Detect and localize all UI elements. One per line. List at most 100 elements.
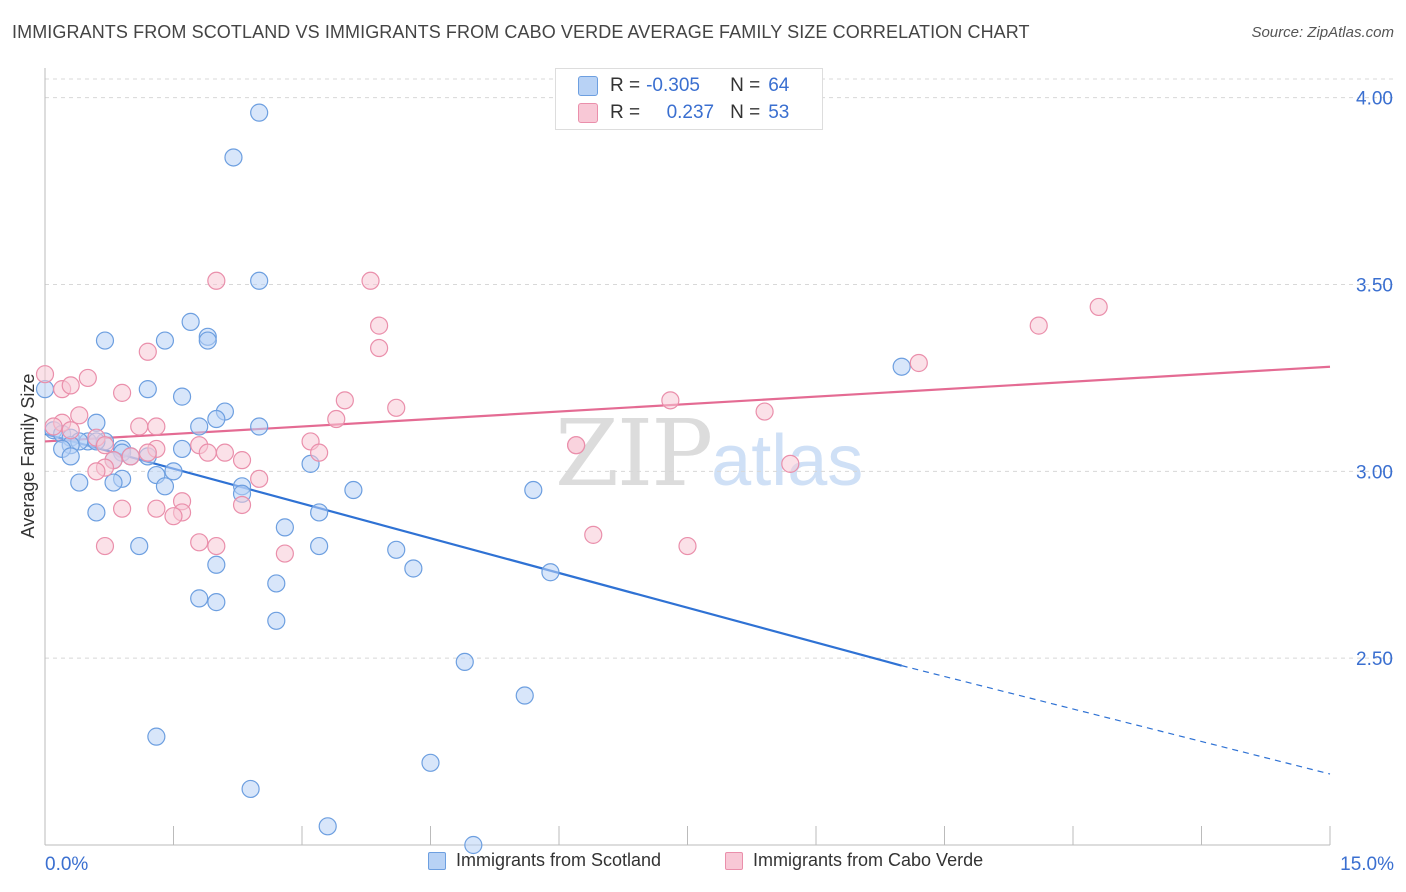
caboverde-point [95,436,115,455]
caboverde-point [61,421,80,440]
caboverde-point [207,536,226,556]
caboverde-point [95,536,115,556]
caboverde-point [147,417,166,436]
caboverde-point [147,499,166,518]
legend-label-scotland: Immigrants from Scotland [456,850,662,870]
caboverde-point [335,391,354,410]
scotland-point [70,473,89,492]
scotland-point [130,536,149,556]
n-value-caboverde: 53 [768,102,790,123]
scotland-point [207,409,226,429]
scotland-point [464,835,483,855]
caboverde-point [138,443,157,462]
scotland-point [250,103,269,122]
caboverde-point [232,495,252,515]
caboverde-point [584,525,603,544]
gridlines [45,78,1395,659]
scotland-point [310,536,329,556]
r-value-caboverde: 0.237 [666,102,715,123]
caboverde-point [310,443,329,462]
caboverde-trend-line [44,365,1331,443]
caboverde-point [112,383,132,402]
data-points [35,103,1108,855]
scotland-point [172,387,192,406]
scotland-point [318,817,337,836]
scotland-point [207,593,226,612]
caboverde-point [678,536,697,556]
n-label: N = [730,75,761,96]
y-tick-label: 4.00 [1356,89,1393,110]
legend-item-caboverde[interactable]: Immigrants from Cabo Verde [725,850,983,871]
watermark: ZIPatlas [555,400,863,507]
caboverde-point [44,417,63,436]
scotland-point [87,503,106,522]
scotland-point [224,148,243,167]
caboverde-point [130,417,149,436]
scotland-swatch [578,76,598,96]
source-label: Source: ZipAtlas.com [1251,24,1394,41]
caboverde-point [387,398,406,417]
caboverde-point [755,402,774,421]
scotland-point [147,727,166,746]
caboverde-point [275,544,294,563]
caboverde-point [250,469,269,488]
caboverde-point [164,507,183,526]
y-tick-label: 2.50 [1356,649,1393,670]
scotland-point [541,563,560,582]
scotland-point [515,686,534,705]
scotland-point [524,480,543,500]
caboverde-point [370,338,389,358]
scotland-point [421,753,440,772]
scotland-point [155,477,175,496]
scotland-point [241,779,260,799]
stats-legend: R = -0.305 N = 64 R = 0.237 N = 53 [555,68,823,130]
scotland-point [172,439,192,459]
legend-item-scotland[interactable]: Immigrants from Scotland [428,850,661,871]
caboverde-point [215,443,234,462]
scotland-point [190,589,209,608]
caboverde-point [198,443,217,462]
scotland-point [250,417,269,436]
r-label: R = [610,75,641,96]
caboverde-point [138,342,157,361]
scotland-point [138,380,157,399]
caboverde-swatch [578,103,598,123]
caboverde-point [87,462,106,481]
scotland-point [104,473,123,492]
y-axis-label: Average Family Size [18,374,38,539]
caboverde-point [35,365,55,384]
scotland-point [198,331,217,350]
caboverde-point [112,499,132,518]
scotland-point [267,574,286,593]
bottom-legend: Immigrants from Scotland Immigrants from… [0,850,1406,880]
caboverde-point [370,316,389,335]
caboverde-legend-swatch [725,851,743,870]
caboverde-point [661,391,680,410]
scotland-point [267,611,286,630]
scotland-point [387,540,406,559]
caboverde-point [1029,316,1048,335]
tick-labels: 2.50 3.00 3.50 4.00 0.0% 15.0% Average Family … [18,89,1394,875]
scotland-point [344,480,363,500]
caboverde-point [190,533,209,552]
scotland-point [190,417,209,436]
scotland-point [310,503,329,522]
x-tick-label: 0.0% [45,854,88,875]
watermark-zip: ZIP [555,400,713,507]
scotland-point [155,331,175,350]
legend-label-caboverde: Immigrants from Cabo Verde [753,850,984,870]
scotland-point [181,312,200,331]
caboverde-point [232,451,252,470]
scotland-point [95,331,115,350]
axes [44,68,1331,846]
caboverde-point [361,271,380,290]
scotland-point [61,447,80,466]
scotland-point [892,357,911,376]
scotland-point [207,555,226,574]
r-value-scotland: -0.305 [646,75,700,96]
scotland-point [275,518,294,537]
scotland-legend-swatch [428,851,446,870]
trend-lines [44,365,1331,775]
x-tick-label: 15.0% [1340,854,1394,875]
r-label: R = [610,102,641,123]
